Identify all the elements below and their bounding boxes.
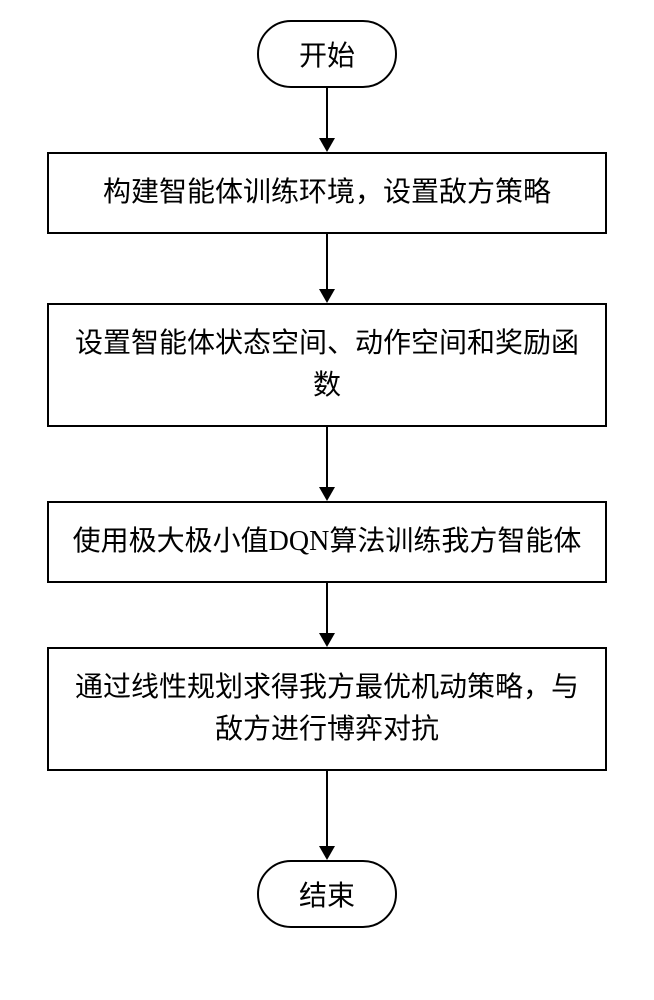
arrow-line	[326, 771, 328, 846]
arrow-head-icon	[319, 633, 335, 647]
flowchart-container: 开始 构建智能体训练环境，设置敌方策略 设置智能体状态空间、动作空间和奖励函数 …	[0, 0, 654, 928]
process-step-2: 设置智能体状态空间、动作空间和奖励函数	[47, 303, 607, 427]
arrow-1	[319, 88, 335, 152]
process-step-4: 通过线性规划求得我方最优机动策略，与敌方进行博弈对抗	[47, 647, 607, 771]
arrow-line	[326, 88, 328, 138]
arrow-5	[319, 771, 335, 860]
start-terminal: 开始	[257, 20, 397, 88]
arrow-3	[319, 427, 335, 501]
process-step-3: 使用极大极小值DQN算法训练我方智能体	[47, 501, 607, 583]
step1-label: 构建智能体训练环境，设置敌方策略	[103, 177, 551, 208]
step2-label: 设置智能体状态空间、动作空间和奖励函数	[75, 328, 579, 401]
step4-label: 通过线性规划求得我方最优机动策略，与敌方进行博弈对抗	[75, 672, 579, 745]
arrow-line	[326, 234, 328, 289]
arrow-head-icon	[319, 289, 335, 303]
arrow-head-icon	[319, 846, 335, 860]
arrow-head-icon	[319, 138, 335, 152]
step3-label: 使用极大极小值DQN算法训练我方智能体	[73, 526, 582, 557]
end-label: 结束	[299, 881, 355, 912]
arrow-line	[326, 583, 328, 633]
process-step-1: 构建智能体训练环境，设置敌方策略	[47, 152, 607, 234]
start-label: 开始	[299, 41, 355, 72]
arrow-head-icon	[319, 487, 335, 501]
arrow-2	[319, 234, 335, 303]
arrow-4	[319, 583, 335, 647]
end-terminal: 结束	[257, 860, 397, 928]
arrow-line	[326, 427, 328, 487]
